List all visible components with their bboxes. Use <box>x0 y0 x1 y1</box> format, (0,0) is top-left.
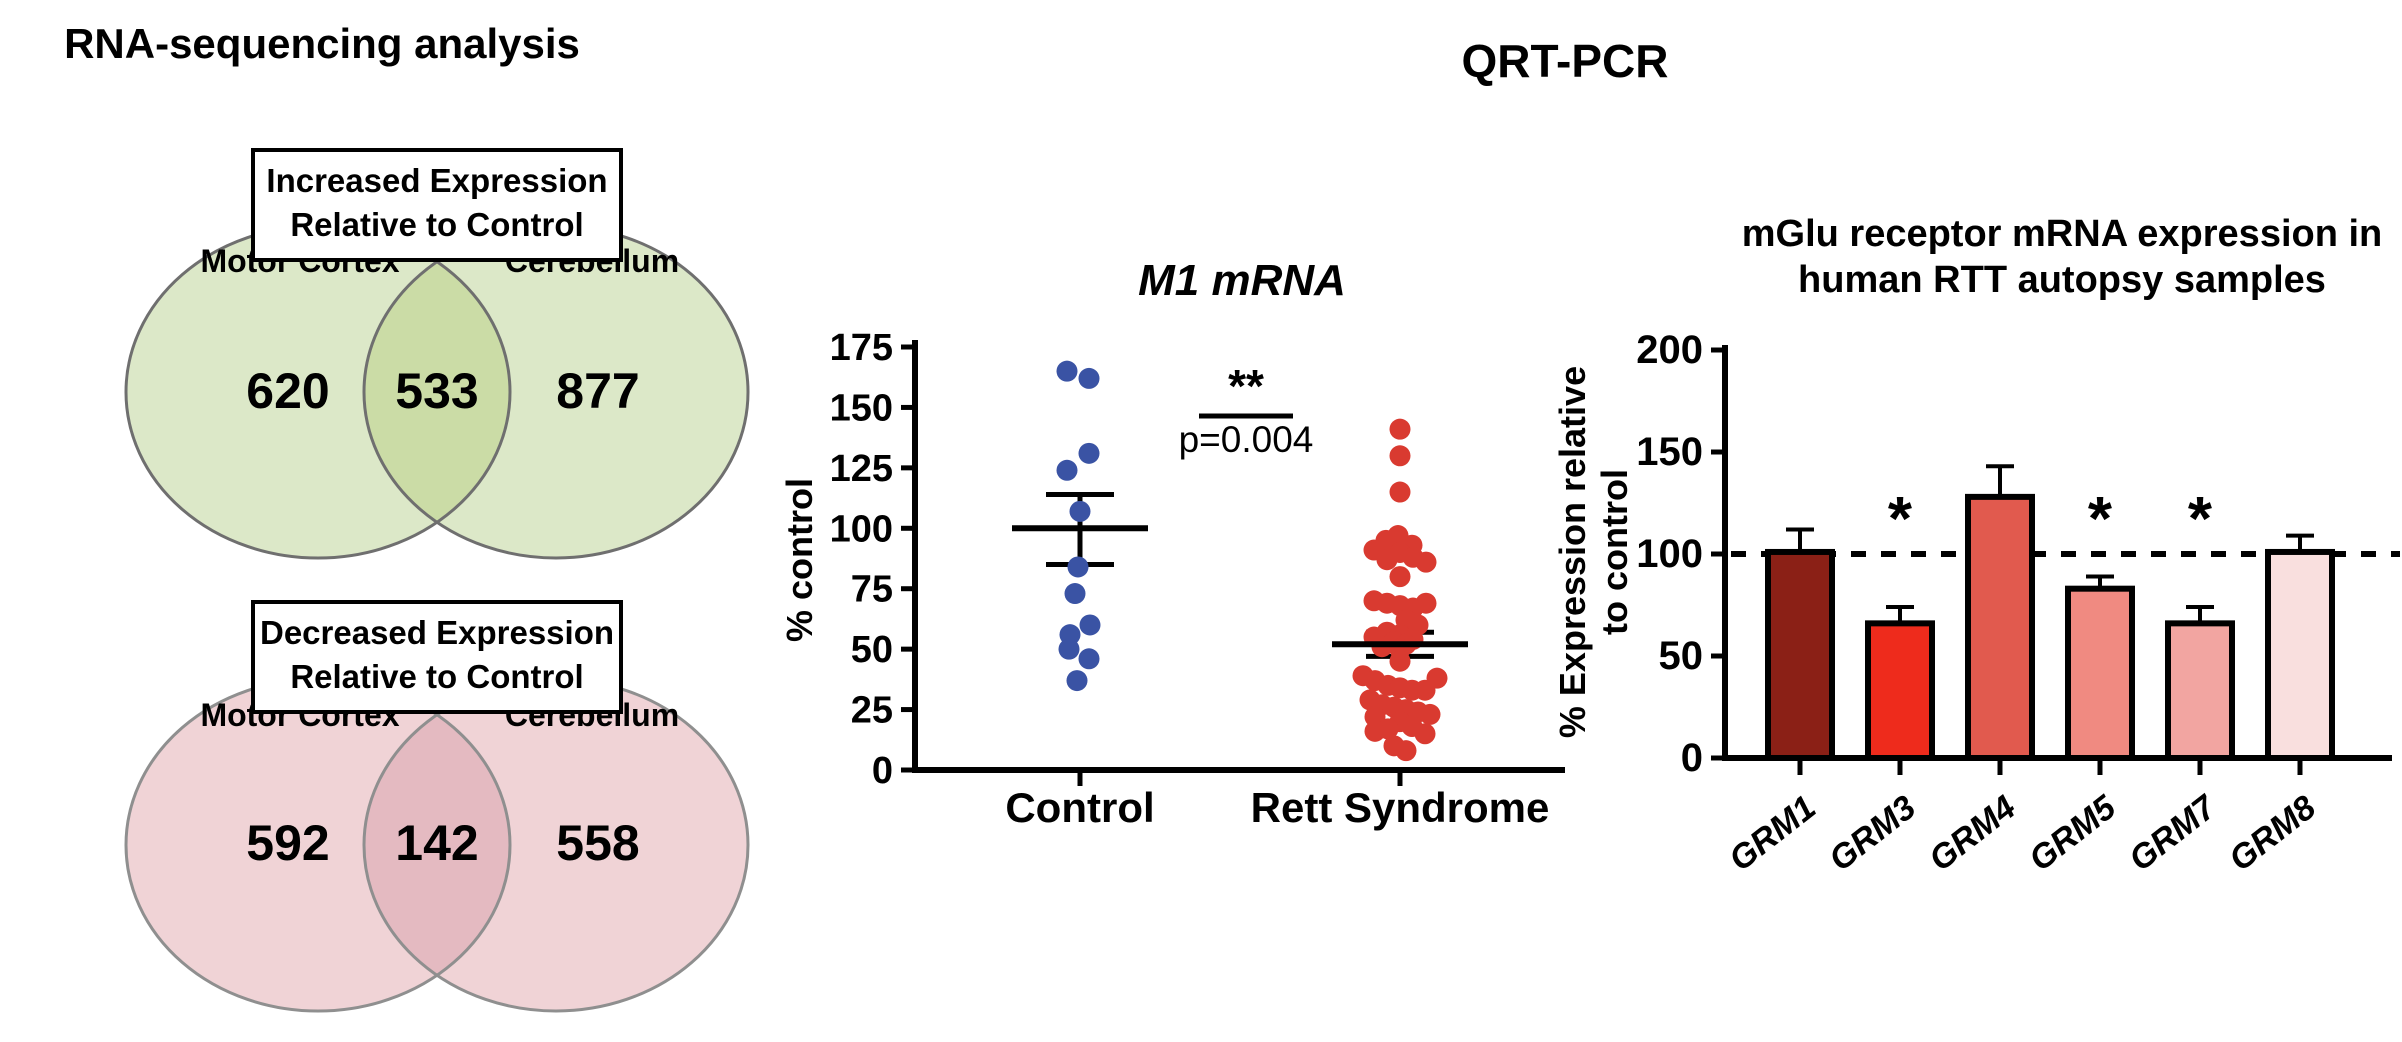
scatter-point <box>1389 566 1411 588</box>
bar-y-tick-label: 150 <box>1636 430 1703 474</box>
bar-category-label: GRM5 <box>2022 788 2124 879</box>
scatter-chart: M1 mRNA % control 0 25 50 75 100 125 150 175 Contr… <box>779 256 1565 831</box>
scatter-point <box>1389 481 1411 503</box>
scatter-point <box>1389 445 1411 467</box>
venn-box-title-line1: Decreased Expression <box>260 614 614 651</box>
bar-category-label: GRM8 <box>2222 788 2323 878</box>
bar-y-tick-label: 0 <box>1681 736 1703 780</box>
venn-label-box <box>251 600 623 714</box>
qrt-pcr-title: QRT-PCR <box>1461 35 1669 87</box>
scatter-point <box>1067 556 1089 578</box>
bar-title-line1: mGlu receptor mRNA expression in <box>1742 213 2383 255</box>
venn-increased: Motor CortexCerebellumIncreased Expressi… <box>124 148 750 560</box>
significance-p-label: p=0.004 <box>1179 419 1314 460</box>
scatter-y-tick-label: 100 <box>830 508 893 550</box>
scatter-y-tick-label: 75 <box>851 569 893 611</box>
bar-category-label: GRM7 <box>2122 787 2224 879</box>
venn-overlap-value: 533 <box>395 363 478 419</box>
scatter-point <box>1056 459 1078 481</box>
scatter-point <box>1078 367 1100 389</box>
venn-right-value: 877 <box>556 363 639 419</box>
scatter-point <box>1364 720 1386 742</box>
venn-box-title-line2: Relative to Control <box>290 206 583 243</box>
bar-title-line2: human RTT autopsy samples <box>1798 259 2326 301</box>
bar-sig-star: * <box>2088 485 2113 554</box>
venn-left-value: 592 <box>246 815 329 871</box>
scatter-point <box>1078 442 1100 464</box>
rna-seq-title: RNA-sequencing analysis <box>64 20 580 67</box>
bar-rect <box>2065 585 2135 761</box>
venn-overlap <box>364 226 510 558</box>
bar-rect <box>1965 493 2035 761</box>
scatter-point <box>1066 670 1088 692</box>
bar-y-tick-label: 100 <box>1636 532 1703 576</box>
scatter-point <box>1056 360 1078 382</box>
scatter-y-tick-label: 0 <box>872 750 893 792</box>
scatter-y-axis-label: % control <box>779 478 820 642</box>
venn-left-value: 620 <box>246 363 329 419</box>
scatter-y-tick-label: 50 <box>851 629 893 671</box>
venn-overlap <box>364 679 510 1011</box>
scatter-y-tick-label: 125 <box>830 448 893 490</box>
scatter-point <box>1414 679 1436 701</box>
bar-sig-star: * <box>2188 485 2213 554</box>
scatter-title: M1 mRNA <box>1138 256 1346 305</box>
scatter-point <box>1414 723 1436 745</box>
scatter-point <box>1064 583 1086 605</box>
scatter-point <box>1079 614 1101 636</box>
bar-rect <box>2265 548 2335 762</box>
scatter-point <box>1389 650 1411 672</box>
scatter-category-label: Rett Syndrome <box>1251 784 1550 831</box>
bar-sig-star: * <box>1888 485 1913 554</box>
bar-y-tick-label: 50 <box>1659 634 1704 678</box>
scatter-point <box>1078 648 1100 670</box>
scatter-point <box>1415 551 1437 573</box>
venn-right-value: 558 <box>556 815 639 871</box>
scatter-y-tick-label: 150 <box>830 387 893 429</box>
venn-label-box <box>251 148 623 262</box>
scatter-y-tick-label: 25 <box>851 690 893 732</box>
bar-category-label: GRM1 <box>1722 788 1823 878</box>
scatter-point <box>1069 500 1091 522</box>
bar-rect <box>1865 620 1935 761</box>
scatter-point <box>1419 703 1441 725</box>
scatter-point <box>1376 549 1398 571</box>
bar-rect <box>1765 548 1835 762</box>
venn-overlap-value: 142 <box>395 815 478 871</box>
scatter-point <box>1389 418 1411 440</box>
bar-category-label: GRM4 <box>1922 788 2023 878</box>
scatter-point <box>1058 638 1080 660</box>
scatter-point <box>1395 740 1417 762</box>
bar-y-axis-label-line1: % Expression relative <box>1552 366 1593 738</box>
bar-rect <box>2165 620 2235 761</box>
scatter-category-label: Control <box>1005 784 1154 831</box>
significance-stars: ** <box>1228 360 1264 412</box>
scatter-y-tick-label: 175 <box>830 327 893 369</box>
bar-category-label: GRM3 <box>1822 788 1923 878</box>
bar-y-tick-label: 200 <box>1636 328 1703 372</box>
venn-box-title-line2: Relative to Control <box>290 658 583 695</box>
venn-box-title-line1: Increased Expression <box>266 162 607 199</box>
bar-y-axis-label-line2: to control <box>1594 469 1635 635</box>
